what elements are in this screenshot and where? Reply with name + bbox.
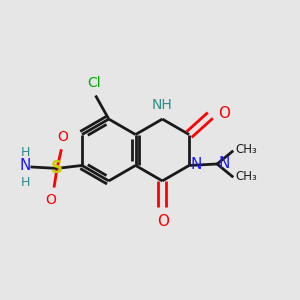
Text: H: H bbox=[20, 176, 30, 189]
Text: S: S bbox=[51, 159, 63, 177]
Text: O: O bbox=[218, 106, 230, 122]
Text: O: O bbox=[57, 130, 68, 144]
Text: NH: NH bbox=[152, 98, 173, 112]
Text: N: N bbox=[190, 157, 202, 172]
Text: O: O bbox=[157, 214, 169, 229]
Text: H: H bbox=[20, 146, 30, 159]
Text: N: N bbox=[20, 158, 31, 173]
Text: O: O bbox=[46, 193, 56, 207]
Text: CH₃: CH₃ bbox=[236, 143, 257, 156]
Text: Cl: Cl bbox=[87, 76, 101, 90]
Text: CH₃: CH₃ bbox=[236, 170, 257, 183]
Text: N: N bbox=[218, 156, 230, 171]
